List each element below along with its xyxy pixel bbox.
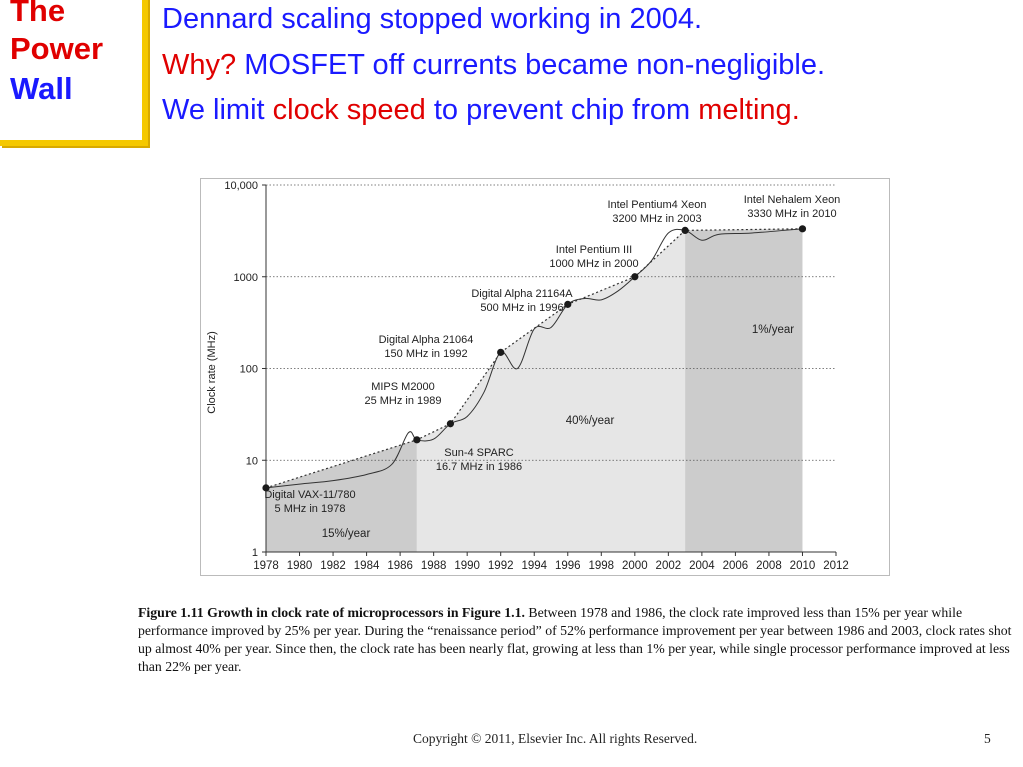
x-tick-label: 1990 [454, 560, 480, 572]
point-label-name: Intel Nehalem Xeon [744, 194, 841, 206]
region-2 [416, 230, 686, 552]
y-tick-label: 1 [252, 547, 258, 559]
slide-title-box: The Power Wall [0, 0, 148, 146]
title-line-2: Power [10, 31, 104, 66]
x-tick-label: 2008 [756, 560, 782, 572]
region-label: 15%/year [322, 528, 371, 540]
region-3 [685, 228, 803, 552]
data-point [446, 420, 455, 428]
data-point [564, 300, 572, 308]
point-label-value: 3330 MHz in 2010 [747, 208, 836, 220]
heading-line-2: Why? MOSFET off currents became non-negl… [162, 47, 825, 83]
x-tick-label: 2010 [790, 560, 816, 572]
x-tick-label: 1998 [588, 560, 614, 572]
data-point [631, 273, 639, 281]
point-label-value: 150 MHz in 1992 [384, 348, 467, 360]
heading-line-3-c: to prevent chip from [425, 94, 699, 126]
data-point [681, 226, 689, 235]
title-line-1: The [10, 0, 66, 28]
y-tick-label: 100 [240, 364, 258, 376]
x-tick-label: 1988 [421, 560, 447, 572]
x-tick-label: 1996 [555, 560, 581, 572]
heading-line-1: Dennard scaling stopped working in 2004. [162, 3, 703, 35]
point-label-name: Digital Alpha 21064 [379, 334, 474, 346]
melting-text: melting [698, 94, 792, 126]
heading-line-2-rest: MOSFET off currents became non-negligibl… [236, 49, 826, 81]
title-line-3: Wall [10, 71, 73, 106]
point-label-value: 3200 MHz in 2003 [612, 213, 701, 225]
point-label-name: Digital VAX-11/780 [264, 489, 355, 501]
x-tick-label: 1980 [287, 560, 313, 572]
page-number: 5 [984, 731, 991, 746]
caption-bold: Figure 1.11 Growth in clock rate of micr… [138, 605, 525, 620]
point-label-name: MIPS M2000 [371, 381, 435, 393]
x-tick-label: 1992 [488, 560, 514, 572]
data-point [497, 348, 505, 356]
region-1 [266, 439, 417, 552]
point-label-name: Sun-4 SPARC [444, 447, 514, 459]
data-point [262, 484, 270, 492]
figure-caption: Figure 1.11 Growth in clock rate of micr… [138, 604, 1023, 676]
point-label-value: 25 MHz in 1989 [364, 395, 441, 407]
x-tick-label: 1978 [253, 560, 279, 572]
point-label-name: Intel Pentium4 Xeon [607, 199, 706, 211]
y-tick-label: 10 [246, 455, 258, 467]
x-tick-label: 1984 [354, 560, 380, 572]
point-label-value: 5 MHz in 1978 [275, 503, 346, 515]
clock-rate-chart: 1 10 100 1000 10,000 1978 1980 1982 1984 1986 1988… [200, 178, 890, 576]
caption-text: Between 1978 and 1986, the clock rate im… [138, 605, 1012, 674]
region-label: 1%/year [752, 324, 794, 336]
data-point [413, 436, 421, 444]
clock-speed-text: clock speed [272, 94, 426, 126]
x-tick-label: 2006 [723, 560, 749, 572]
point-label-value: 1000 MHz in 2000 [549, 258, 638, 270]
region-label: 40%/year [566, 415, 615, 427]
why-text: Why? [162, 49, 237, 81]
x-tick-label: 2002 [656, 560, 682, 572]
period-text: . [791, 94, 800, 126]
x-tick-label: 1986 [387, 560, 413, 572]
data-point [798, 225, 807, 233]
point-label-name: Intel Pentium III [556, 244, 632, 256]
y-tick-label: 10,000 [224, 180, 258, 192]
x-tick-label: 1994 [521, 560, 547, 572]
y-tick-label: 1000 [234, 272, 258, 284]
heading-line-3: We limit clock speed to prevent chip fro… [162, 92, 800, 128]
x-tick-label: 2004 [689, 560, 715, 572]
copyright: Copyright © 2011, Elsevier Inc. All righ… [413, 731, 698, 746]
y-axis-label: Clock rate (MHz) [206, 331, 218, 414]
x-tick-label: 1982 [320, 560, 346, 572]
point-label-name: Digital Alpha 21164A [471, 288, 573, 300]
point-label-value: 16.7 MHz in 1986 [436, 461, 522, 473]
heading-line-3-a: We limit [162, 94, 273, 126]
x-tick-label: 2000 [622, 560, 648, 572]
clock-rate-curve [265, 228, 803, 489]
x-tick-label: 2012 [823, 560, 849, 572]
point-label-value: 500 MHz in 1996 [480, 302, 563, 314]
